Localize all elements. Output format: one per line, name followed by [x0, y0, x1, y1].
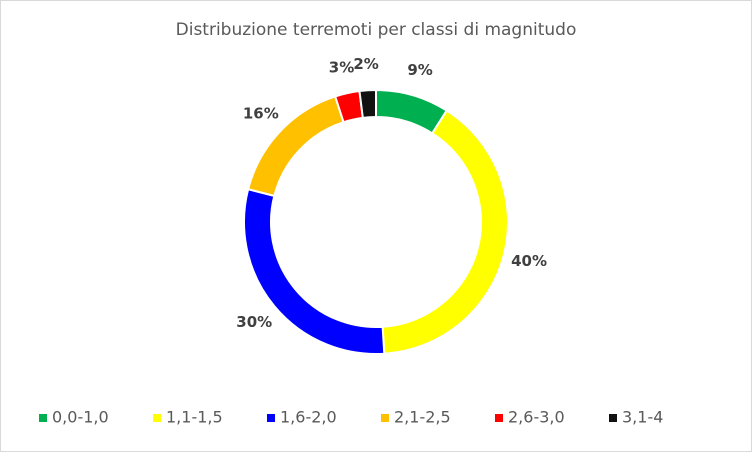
- legend-swatch: [39, 414, 47, 422]
- legend-label: 2,6-3,0: [508, 408, 565, 427]
- donut-slice: [358, 88, 377, 119]
- chart-title: Distribuzione terremoti per classi di ma…: [176, 20, 577, 40]
- legend-label: 0,0-1,0: [52, 408, 109, 427]
- data-label: 3%: [329, 58, 354, 76]
- legend-label: 2,1-2,5: [394, 408, 451, 427]
- data-label: 2%: [353, 55, 378, 73]
- legend-swatch: [267, 414, 275, 422]
- legend-swatch: [381, 414, 389, 422]
- legend-label: 1,6-2,0: [280, 408, 337, 427]
- data-label: 30%: [236, 313, 272, 331]
- data-label: 40%: [511, 252, 547, 270]
- data-label: 16%: [243, 104, 279, 122]
- data-label: 9%: [407, 61, 432, 79]
- legend-swatch: [609, 414, 617, 422]
- legend-label: 1,1-1,5: [166, 408, 223, 427]
- legend-swatch: [153, 414, 161, 422]
- legend-label: 3,1-4: [622, 408, 663, 427]
- legend-swatch: [495, 414, 503, 422]
